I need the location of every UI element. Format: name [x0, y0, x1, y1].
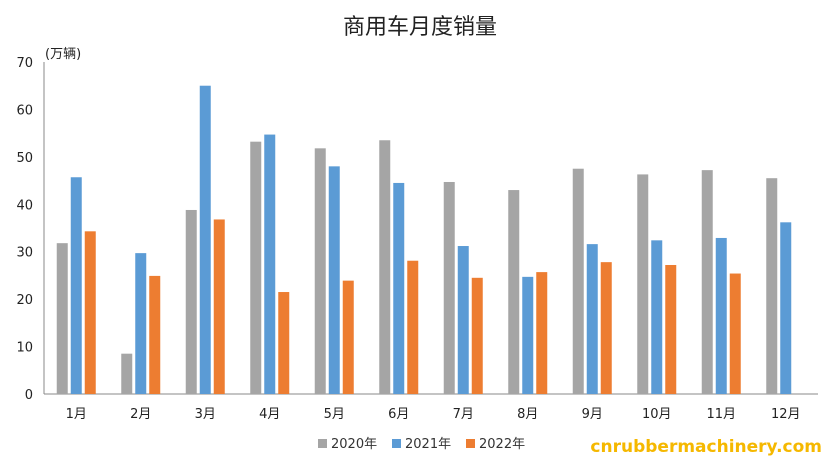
legend: 2020年 2021年 2022年 — [318, 437, 525, 452]
bar — [84, 231, 96, 394]
bar — [56, 243, 68, 394]
y-axis-unit-label: (万辆) — [45, 47, 81, 62]
bar — [250, 141, 262, 394]
bar — [149, 275, 161, 394]
bar — [715, 237, 727, 394]
watermark: cnrubbermachinery.com — [590, 437, 822, 457]
x-tick-label: 9月 — [582, 407, 603, 422]
bar — [508, 190, 520, 394]
y-tick-label: 20 — [16, 293, 33, 308]
bar — [701, 170, 713, 394]
bars — [56, 85, 792, 394]
y-tick-label: 30 — [16, 246, 33, 261]
bar — [213, 219, 225, 394]
bar — [407, 260, 419, 394]
bar — [665, 264, 677, 394]
legend-label: 2020年 — [331, 437, 377, 452]
bar — [199, 85, 211, 394]
bar — [278, 292, 290, 394]
legend-swatch — [318, 439, 327, 448]
bar — [328, 166, 340, 394]
chart-title: 商用车月度销量 — [343, 15, 497, 40]
bar — [379, 140, 391, 394]
bar — [572, 168, 584, 394]
x-tick-label: 10月 — [642, 407, 672, 422]
bar — [342, 280, 354, 394]
x-tick-label: 11月 — [706, 407, 736, 422]
legend-label: 2021年 — [405, 437, 451, 452]
x-tick-label: 8月 — [517, 407, 538, 422]
y-tick-label: 60 — [16, 103, 33, 118]
bar — [471, 277, 483, 394]
x-tick-label: 7月 — [453, 407, 474, 422]
x-tick-label: 2月 — [130, 407, 151, 422]
bar — [121, 353, 133, 394]
bar — [536, 272, 548, 394]
x-tick-label: 5月 — [324, 407, 345, 422]
bar — [457, 246, 469, 394]
bar — [780, 222, 792, 394]
bar — [651, 240, 663, 394]
y-tick-label: 0 — [25, 388, 33, 403]
x-tick-label: 1月 — [66, 407, 87, 422]
bar — [600, 262, 612, 394]
bar — [185, 209, 197, 394]
bar — [70, 177, 82, 394]
bar — [393, 182, 405, 394]
bar — [637, 174, 649, 394]
x-tick-label: 4月 — [259, 407, 280, 422]
bar — [586, 244, 598, 394]
y-axis-ticks: 0 10 20 30 40 50 60 70 — [16, 56, 33, 403]
bar — [135, 253, 147, 394]
legend-swatch — [466, 439, 475, 448]
bar — [264, 134, 276, 394]
bar — [443, 181, 455, 394]
x-tick-label: 12月 — [771, 407, 801, 422]
bar — [522, 276, 534, 394]
x-tick-label: 6月 — [388, 407, 409, 422]
y-tick-label: 10 — [16, 341, 33, 356]
bar — [766, 178, 778, 394]
legend-label: 2022年 — [479, 437, 525, 452]
y-tick-label: 70 — [16, 56, 33, 71]
legend-swatch — [392, 439, 401, 448]
y-tick-label: 40 — [16, 198, 33, 213]
x-axis-ticks: 1月 2月 3月 4月 5月 6月 7月 8月 9月 10月 11月 12月 — [66, 407, 801, 422]
bar — [314, 148, 326, 394]
x-tick-label: 3月 — [195, 407, 216, 422]
bar — [729, 273, 741, 394]
y-tick-label: 50 — [16, 151, 33, 166]
